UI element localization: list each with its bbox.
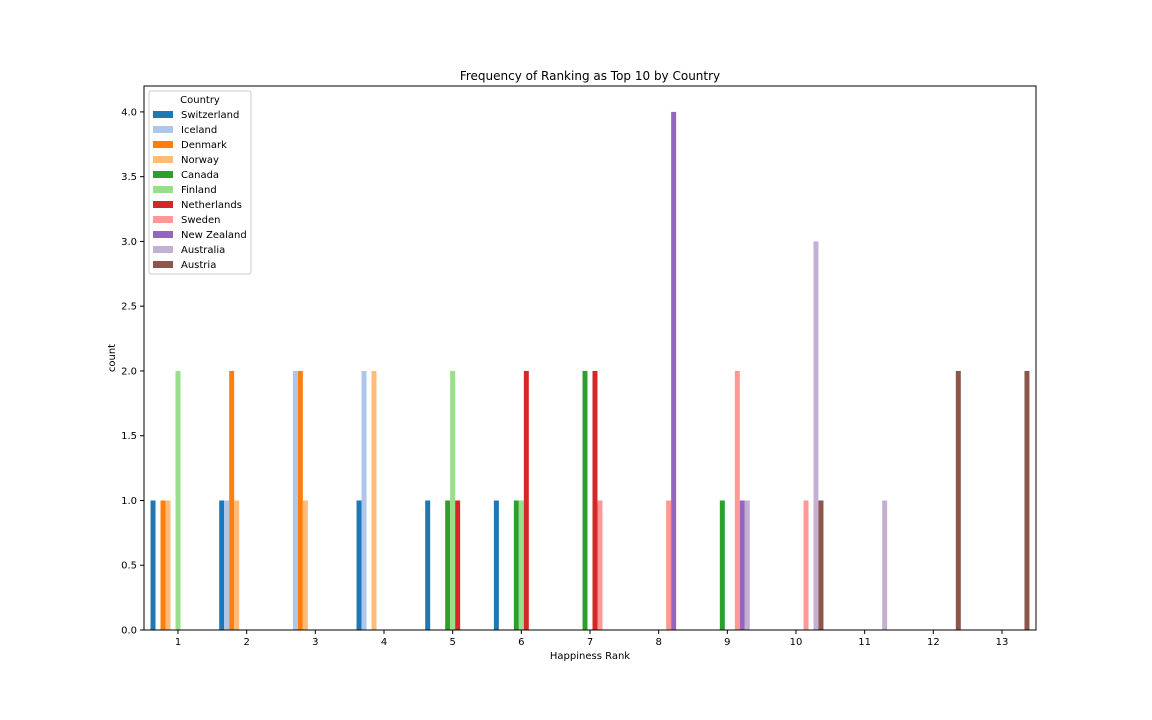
bar [818, 500, 824, 630]
bar [219, 500, 225, 630]
x-axis: 1 2 3 4 5 6 7 8 9 10 11 12 13 [175, 630, 1009, 648]
legend-entry: Iceland [181, 125, 217, 136]
legend-swatch [153, 261, 173, 268]
x-tick-label: 6 [518, 637, 524, 648]
x-axis-label: Happiness Rank [550, 651, 630, 662]
bar [445, 500, 451, 630]
legend: Country Switzerland Iceland Denmark Norway Ca… [148, 90, 252, 275]
y-tick-label: 2.5 [121, 302, 137, 313]
x-tick-label: 8 [655, 637, 661, 648]
legend-swatch [153, 231, 173, 238]
legend-swatch [153, 171, 173, 178]
x-tick-label: 3 [312, 637, 318, 648]
bar [150, 500, 156, 630]
legend-swatch [153, 201, 173, 208]
bar [518, 500, 524, 630]
x-tick-label: 2 [243, 637, 249, 648]
legend-entry: Finland [181, 185, 217, 196]
x-tick-label: 5 [449, 637, 455, 648]
bar [356, 500, 362, 630]
chart-title: Frequency of Ranking as Top 10 by Countr… [460, 69, 720, 83]
y-tick-label: 3.5 [121, 172, 137, 183]
x-tick-label: 12 [927, 637, 940, 648]
x-tick-label: 11 [858, 637, 871, 648]
legend-entry: Netherlands [181, 200, 242, 211]
y-tick-label: 1.5 [121, 431, 137, 442]
x-tick-label: 7 [587, 637, 593, 648]
bar [361, 370, 367, 630]
bar [719, 500, 725, 630]
x-tick-label: 1 [175, 637, 181, 648]
legend-swatch [153, 186, 173, 193]
legend-swatch [153, 216, 173, 223]
legend-entry: Canada [181, 170, 219, 181]
x-tick-label: 4 [381, 637, 387, 648]
x-tick-label: 13 [996, 637, 1009, 648]
bar [425, 500, 431, 630]
bar [224, 500, 230, 630]
bar [160, 500, 166, 630]
legend-swatch [153, 246, 173, 253]
bar [734, 370, 740, 630]
bar [739, 500, 745, 630]
bar [450, 370, 456, 630]
bar [1024, 370, 1030, 630]
bar [297, 370, 303, 630]
y-tick-label: 0.5 [121, 561, 137, 572]
legend-entry: Denmark [181, 140, 227, 151]
y-tick-label: 3.0 [121, 237, 137, 248]
bar [813, 241, 819, 630]
bar [302, 500, 308, 630]
bar [234, 500, 240, 630]
bar [229, 370, 235, 630]
bar [292, 370, 298, 630]
legend-swatch [153, 156, 173, 163]
legend-entry: Austria [181, 260, 216, 271]
bar [175, 370, 181, 630]
bar [165, 500, 171, 630]
legend-entry: Norway [181, 155, 219, 166]
plot-frame [143, 85, 1037, 631]
bar [493, 500, 499, 630]
y-tick-label: 4.0 [121, 107, 137, 118]
bar [597, 500, 603, 630]
bar [744, 500, 750, 630]
x-tick-label: 10 [790, 637, 803, 648]
bar [371, 370, 377, 630]
legend-frame [148, 90, 252, 275]
legend-title: Country [180, 95, 220, 106]
bar [513, 500, 519, 630]
legend-swatch [153, 111, 173, 118]
x-tick-label: 9 [724, 637, 730, 648]
bar [882, 500, 888, 630]
legend-swatch [153, 141, 173, 148]
y-tick-label: 0.0 [121, 626, 137, 637]
legend-entry: Australia [181, 245, 225, 256]
bar [523, 370, 529, 630]
bars-layer [150, 111, 1030, 630]
bar [592, 370, 598, 630]
legend-entry: New Zealand [181, 230, 247, 241]
legend-entry: Sweden [181, 215, 221, 226]
y-axis: 0.0 0.5 1.0 1.5 2.0 2.5 3.0 3.5 4.0 [121, 107, 144, 637]
bar [455, 500, 461, 630]
bar [955, 370, 961, 630]
y-tick-label: 2.0 [121, 366, 137, 377]
y-tick-label: 1.0 [121, 496, 137, 507]
legend-entry: Switzerland [181, 110, 239, 121]
bar [671, 111, 677, 630]
y-axis-label: count [107, 344, 118, 372]
legend-swatch [153, 126, 173, 133]
bar [666, 500, 672, 630]
bar [803, 500, 809, 630]
bar [582, 370, 588, 630]
